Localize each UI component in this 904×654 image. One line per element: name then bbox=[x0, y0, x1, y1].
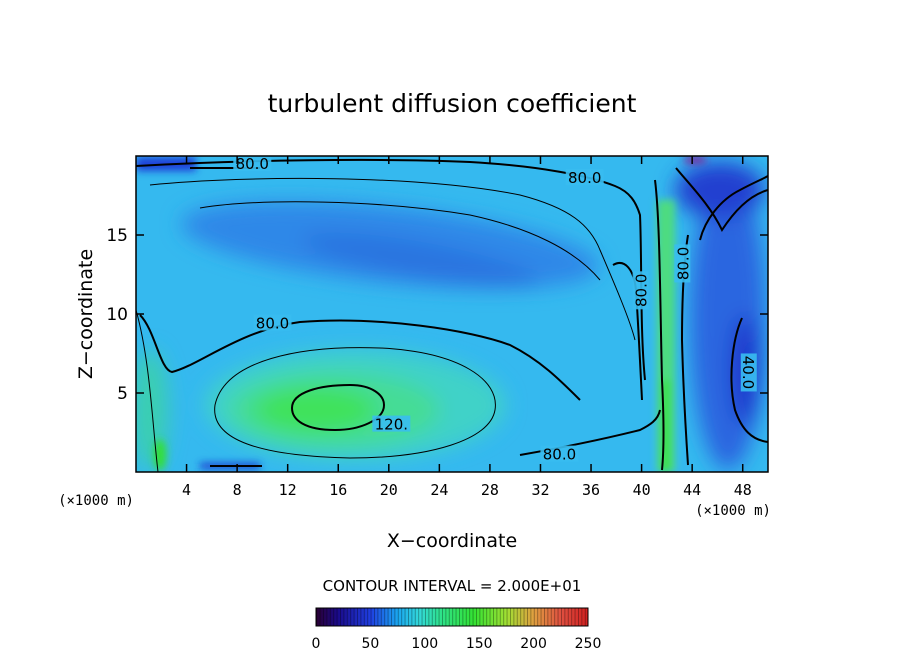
lower-vortex-core bbox=[255, 388, 375, 432]
x-unit-right: (×1000 m) bbox=[695, 503, 771, 519]
contour-label-bg bbox=[372, 415, 411, 432]
x-axis-ticks: 4 8 12 16 20 24 28 32 36 40 44 48 bbox=[182, 156, 752, 499]
contour-label-bg bbox=[740, 353, 757, 392]
contour-label: 80.0 bbox=[543, 446, 576, 464]
contour-label: 80.0 bbox=[674, 247, 692, 280]
contour-40-right bbox=[730, 317, 768, 443]
x-tick-label: 24 bbox=[430, 481, 448, 499]
x-unit-left: (×1000 m) bbox=[58, 493, 134, 509]
colorbar-ticks: 0 50 100 150 200 250 bbox=[312, 636, 602, 652]
colorbar-tick-label: 0 bbox=[312, 636, 321, 652]
x-tick-label: 28 bbox=[481, 481, 499, 499]
x-axis-title: X−coordinate bbox=[387, 530, 517, 552]
x-tick-label: 40 bbox=[633, 481, 651, 499]
colorbar-tick-label: 150 bbox=[466, 636, 493, 652]
contour-field: 80.0 80.0 80.0 120. 80.0 80.0 80.0 40.0 bbox=[136, 155, 768, 472]
top-purple-spot bbox=[683, 156, 707, 164]
chart-title: turbulent diffusion coefficient bbox=[268, 89, 637, 118]
y-tick-label: 10 bbox=[106, 305, 128, 325]
y-tick-label: 5 bbox=[117, 384, 128, 404]
colorbar-tick-label: 200 bbox=[520, 636, 547, 652]
contour-top-right-low bbox=[675, 167, 768, 233]
colorbar-tick-label: 50 bbox=[361, 636, 379, 652]
colorbar-frame bbox=[315, 607, 589, 627]
colorbar: 0 50 100 150 200 250 bbox=[312, 607, 602, 652]
contour-label-bg bbox=[253, 314, 292, 331]
contour-label-bg bbox=[233, 156, 272, 171]
contour-label: 120. bbox=[375, 416, 408, 434]
contour-60-right bbox=[699, 175, 768, 241]
contour-label-bg bbox=[540, 445, 579, 462]
y-tick-label: 15 bbox=[106, 226, 128, 246]
contour-label-bg bbox=[674, 244, 691, 283]
upper-vortex-core bbox=[301, 232, 539, 288]
colorbar-stripes bbox=[316, 608, 588, 626]
colorbar-tick-label: 250 bbox=[575, 636, 602, 652]
x-tick-label: 8 bbox=[233, 481, 242, 499]
contour-labels: 80.0 80.0 80.0 120. 80.0 80.0 80.0 40.0 bbox=[233, 155, 757, 464]
contour-120-ring bbox=[290, 383, 386, 432]
contour-80-low-band bbox=[199, 201, 601, 281]
contour-label: 80.0 bbox=[568, 169, 601, 187]
top-right-low bbox=[675, 162, 765, 218]
contour-label: 80.0 bbox=[236, 155, 269, 173]
contour-interval-label: CONTOUR INTERVAL = 2.000E+01 bbox=[323, 577, 582, 595]
updraft-column bbox=[657, 200, 675, 472]
contour-label-bg bbox=[565, 169, 604, 186]
x-tick-label: 20 bbox=[380, 481, 398, 499]
x-tick-label: 48 bbox=[734, 481, 752, 499]
contour-80-updraft-left bbox=[654, 179, 665, 471]
contour-label: 40.0 bbox=[739, 356, 757, 389]
contour-80-top-arc bbox=[149, 177, 636, 341]
x-tick-label: 36 bbox=[582, 481, 600, 499]
x-tick-label: 16 bbox=[329, 481, 347, 499]
contour-left-edge bbox=[136, 309, 159, 472]
y-axis-ticks: 5 10 15 bbox=[106, 226, 768, 404]
updraft-core bbox=[662, 380, 670, 472]
contour-label: 80.0 bbox=[256, 314, 289, 332]
contour-label-bg bbox=[632, 271, 649, 310]
y-axis-title: Z−coordinate bbox=[75, 249, 97, 379]
contour-80-mid bbox=[139, 314, 581, 401]
x-tick-label: 12 bbox=[279, 481, 297, 499]
contour-label: 80.0 bbox=[633, 274, 651, 307]
contour-100-ring bbox=[214, 347, 496, 459]
x-tick-label: 44 bbox=[683, 481, 701, 499]
x-tick-label: 32 bbox=[531, 481, 549, 499]
x-tick-label: 4 bbox=[182, 481, 191, 499]
colorbar-tick-label: 100 bbox=[411, 636, 438, 652]
